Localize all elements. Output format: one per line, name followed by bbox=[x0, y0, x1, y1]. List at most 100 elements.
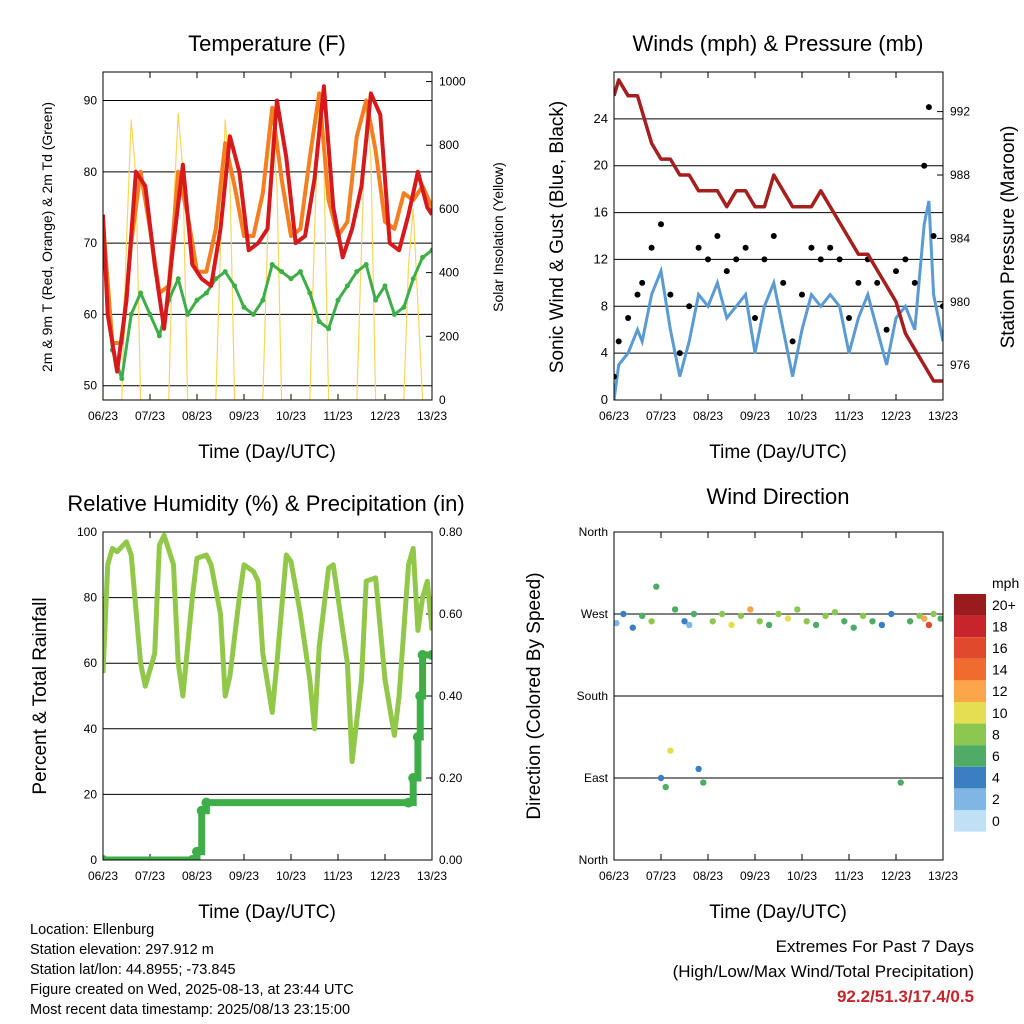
td-point bbox=[241, 304, 247, 310]
direction-point bbox=[653, 583, 660, 590]
y2-tick-label: 988 bbox=[950, 168, 970, 182]
td-point bbox=[250, 311, 256, 317]
direction-point bbox=[937, 615, 943, 622]
legend-swatch bbox=[954, 723, 986, 746]
x-tick-label: 07/23 bbox=[135, 409, 165, 423]
gust-point bbox=[921, 162, 928, 169]
x-tick-label: 07/23 bbox=[135, 869, 165, 883]
y-tick-label: 100 bbox=[77, 525, 97, 539]
station-location: Location: Ellenburg bbox=[30, 922, 155, 938]
station-elevation: Station elevation: 297.912 m bbox=[30, 942, 214, 958]
legend-label: 6 bbox=[992, 748, 1000, 764]
x-tick-label: 10/23 bbox=[276, 869, 306, 883]
y-tick-label: 60 bbox=[84, 656, 98, 670]
td-point bbox=[119, 376, 125, 382]
legend-swatch bbox=[954, 702, 986, 724]
td-point bbox=[391, 311, 397, 317]
legend-swatch bbox=[954, 745, 986, 767]
x-tick-label: 12/23 bbox=[881, 409, 911, 423]
td-point bbox=[316, 319, 322, 325]
y2-tick-label: 980 bbox=[950, 295, 970, 309]
direction-point bbox=[690, 610, 698, 618]
gust-point bbox=[855, 279, 862, 286]
direction-point bbox=[925, 621, 933, 629]
legend-label: 18 bbox=[992, 618, 1008, 634]
gust-point bbox=[695, 244, 702, 251]
y2-tick-label: 1000 bbox=[439, 75, 466, 89]
direction-point bbox=[831, 608, 839, 616]
y-tick-label: 16 bbox=[594, 205, 608, 220]
x-tick-label: 11/23 bbox=[834, 409, 863, 423]
temperature-y2label: Solar Insolation (Yellow) bbox=[490, 162, 506, 312]
x-tick-label: 09/23 bbox=[740, 409, 770, 423]
direction-point bbox=[662, 783, 669, 791]
y2-tick-label: 0.40 bbox=[439, 689, 463, 703]
gust-point bbox=[930, 233, 937, 239]
x-tick-label: 12/23 bbox=[370, 409, 400, 423]
station-info: Location: Ellenburg Station elevation: 2… bbox=[30, 920, 354, 1020]
y-tick-label: 12 bbox=[594, 251, 608, 266]
plot-frame bbox=[102, 71, 433, 401]
y2-tick-label: 0.60 bbox=[439, 607, 463, 621]
direction-point bbox=[906, 618, 914, 625]
extremes-description: (High/Low/Max Wind/Total Precipitation) bbox=[672, 962, 974, 981]
gust-point bbox=[883, 326, 890, 333]
direction-xlabel: Time (Day/UTC) bbox=[709, 902, 847, 923]
direction-point bbox=[657, 774, 665, 782]
gust-point bbox=[874, 279, 881, 286]
y-tick-label: 70 bbox=[84, 236, 98, 250]
td-point bbox=[269, 262, 275, 268]
td-point bbox=[307, 290, 313, 296]
x-tick-label: 08/23 bbox=[182, 869, 212, 883]
series-group bbox=[614, 78, 943, 400]
direction-point bbox=[614, 619, 620, 627]
td-point bbox=[326, 326, 332, 332]
x-tick-label: 12/23 bbox=[881, 869, 911, 883]
td-point bbox=[382, 283, 388, 289]
y-tick-label: 0 bbox=[601, 392, 608, 407]
direction-point bbox=[718, 610, 726, 618]
x-tick-label: 06/23 bbox=[88, 869, 118, 883]
direction-point bbox=[620, 610, 627, 618]
td-point bbox=[288, 276, 294, 282]
series-group bbox=[614, 583, 943, 791]
legend-label: 10 bbox=[992, 705, 1008, 721]
gust-point bbox=[676, 350, 683, 357]
direction-point bbox=[775, 610, 782, 618]
winds-xlabel: Time (Day/UTC) bbox=[709, 442, 847, 463]
y-tick-label: 20 bbox=[594, 158, 608, 173]
legend-label: 14 bbox=[992, 662, 1008, 678]
speed-legend: mph 20+ 18 16 14 12 10 8 6 4 2 0 bbox=[954, 575, 1019, 832]
y2-tick-label: 984 bbox=[950, 231, 970, 245]
legend-label: 2 bbox=[992, 791, 1000, 807]
gust-point bbox=[714, 233, 721, 239]
y-tick-label: West bbox=[581, 607, 609, 621]
direction-point bbox=[681, 618, 688, 625]
gust-point bbox=[615, 338, 622, 345]
temperature-plot-area: 50 60 70 80 90 06/23 07/23 08/23 09/23 10/23 11/23… bbox=[84, 71, 466, 423]
gust-point bbox=[827, 244, 834, 251]
td-point bbox=[128, 311, 134, 317]
x-tick-label: 08/23 bbox=[693, 869, 723, 883]
y-tick-label: North bbox=[579, 525, 608, 539]
y2-tick-label: 976 bbox=[950, 358, 970, 372]
gust-point bbox=[667, 291, 674, 298]
y-tick-label: 80 bbox=[84, 591, 98, 605]
direction-panel: Wind Direction NorthEastSouthWestNorth06… bbox=[524, 484, 1019, 923]
legend-swatch bbox=[954, 594, 986, 616]
td-point bbox=[175, 276, 181, 282]
td-point bbox=[354, 269, 360, 275]
x-tick-label: 09/23 bbox=[740, 869, 770, 883]
legend-label: 4 bbox=[992, 770, 1000, 786]
plot-frame bbox=[613, 531, 944, 861]
y2-tick-label: 800 bbox=[439, 138, 459, 152]
td-point bbox=[222, 269, 228, 275]
series-line-2m-t bbox=[103, 84, 432, 374]
y-tick-label: East bbox=[584, 771, 609, 785]
legend-swatch bbox=[954, 615, 986, 638]
direction-point bbox=[850, 624, 857, 631]
precip-point bbox=[196, 805, 207, 816]
gust-point bbox=[614, 373, 617, 380]
data-timestamp: Most recent data timestamp: 2025/08/13 2… bbox=[30, 1002, 351, 1018]
winds-y2label: Station Pressure (Maroon) bbox=[998, 126, 1019, 349]
